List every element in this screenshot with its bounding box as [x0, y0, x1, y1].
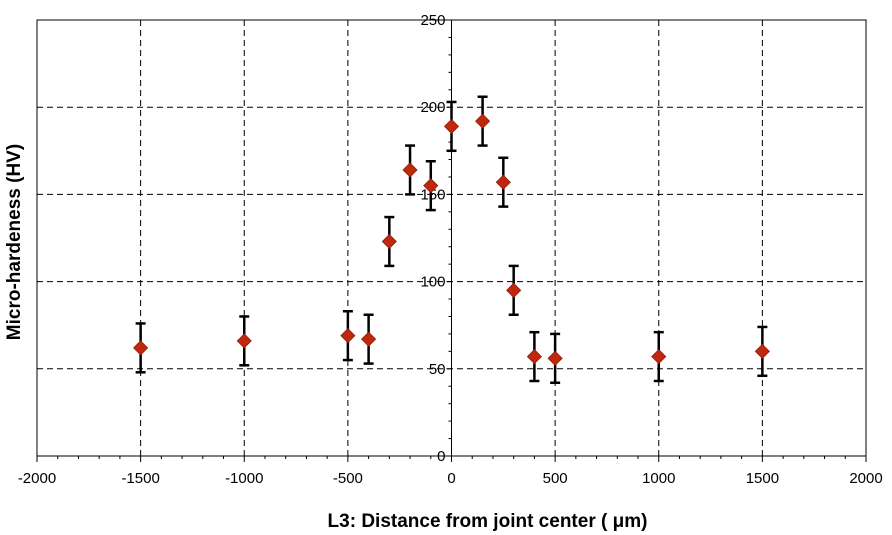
- data-point-diamond: [526, 349, 542, 365]
- x-tick-label: -1000: [225, 470, 263, 487]
- x-tick-label: -500: [333, 470, 363, 487]
- data-point-diamond: [361, 331, 377, 347]
- data-point-diamond: [475, 113, 491, 129]
- data-point-diamond: [547, 350, 563, 366]
- y-tick-label: 100: [420, 274, 445, 291]
- data-point-diamond: [754, 343, 770, 359]
- y-tick-label: 200: [420, 99, 445, 116]
- y-tick-label: 50: [429, 361, 446, 378]
- data-point-diamond: [423, 178, 439, 194]
- x-tick-label: 500: [543, 470, 568, 487]
- y-tick-label: 250: [420, 12, 445, 29]
- x-tick-label: 0: [447, 470, 455, 487]
- x-axis-title: L3: Distance from joint center ( μm): [328, 511, 648, 532]
- x-tick-label: 1000: [642, 470, 675, 487]
- x-tick-label: 2000: [849, 470, 882, 487]
- data-point-diamond: [651, 349, 667, 365]
- point-layer: [133, 113, 770, 366]
- axis-layer: [36, 19, 867, 462]
- y-tick-label: 0: [437, 448, 445, 465]
- data-point-diamond: [133, 340, 149, 356]
- data-point-diamond: [236, 333, 252, 349]
- data-point-diamond: [340, 328, 356, 344]
- data-point-diamond: [402, 162, 418, 178]
- data-point-diamond: [381, 233, 397, 250]
- x-tick-label: -1500: [121, 470, 159, 487]
- x-tick-label: -2000: [18, 470, 56, 487]
- x-tick-label: 1500: [746, 470, 779, 487]
- y-axis-title: Micro-hardeness (HV): [4, 144, 25, 340]
- data-point-diamond: [495, 174, 511, 190]
- tick-layer: -2000 -1500 -1000 -500 0 500 1000 1500 2000 0 50 10…: [18, 12, 883, 487]
- y-tick-label: 150: [420, 186, 445, 203]
- data-point-diamond: [506, 282, 522, 298]
- data-point-diamond: [443, 118, 460, 134]
